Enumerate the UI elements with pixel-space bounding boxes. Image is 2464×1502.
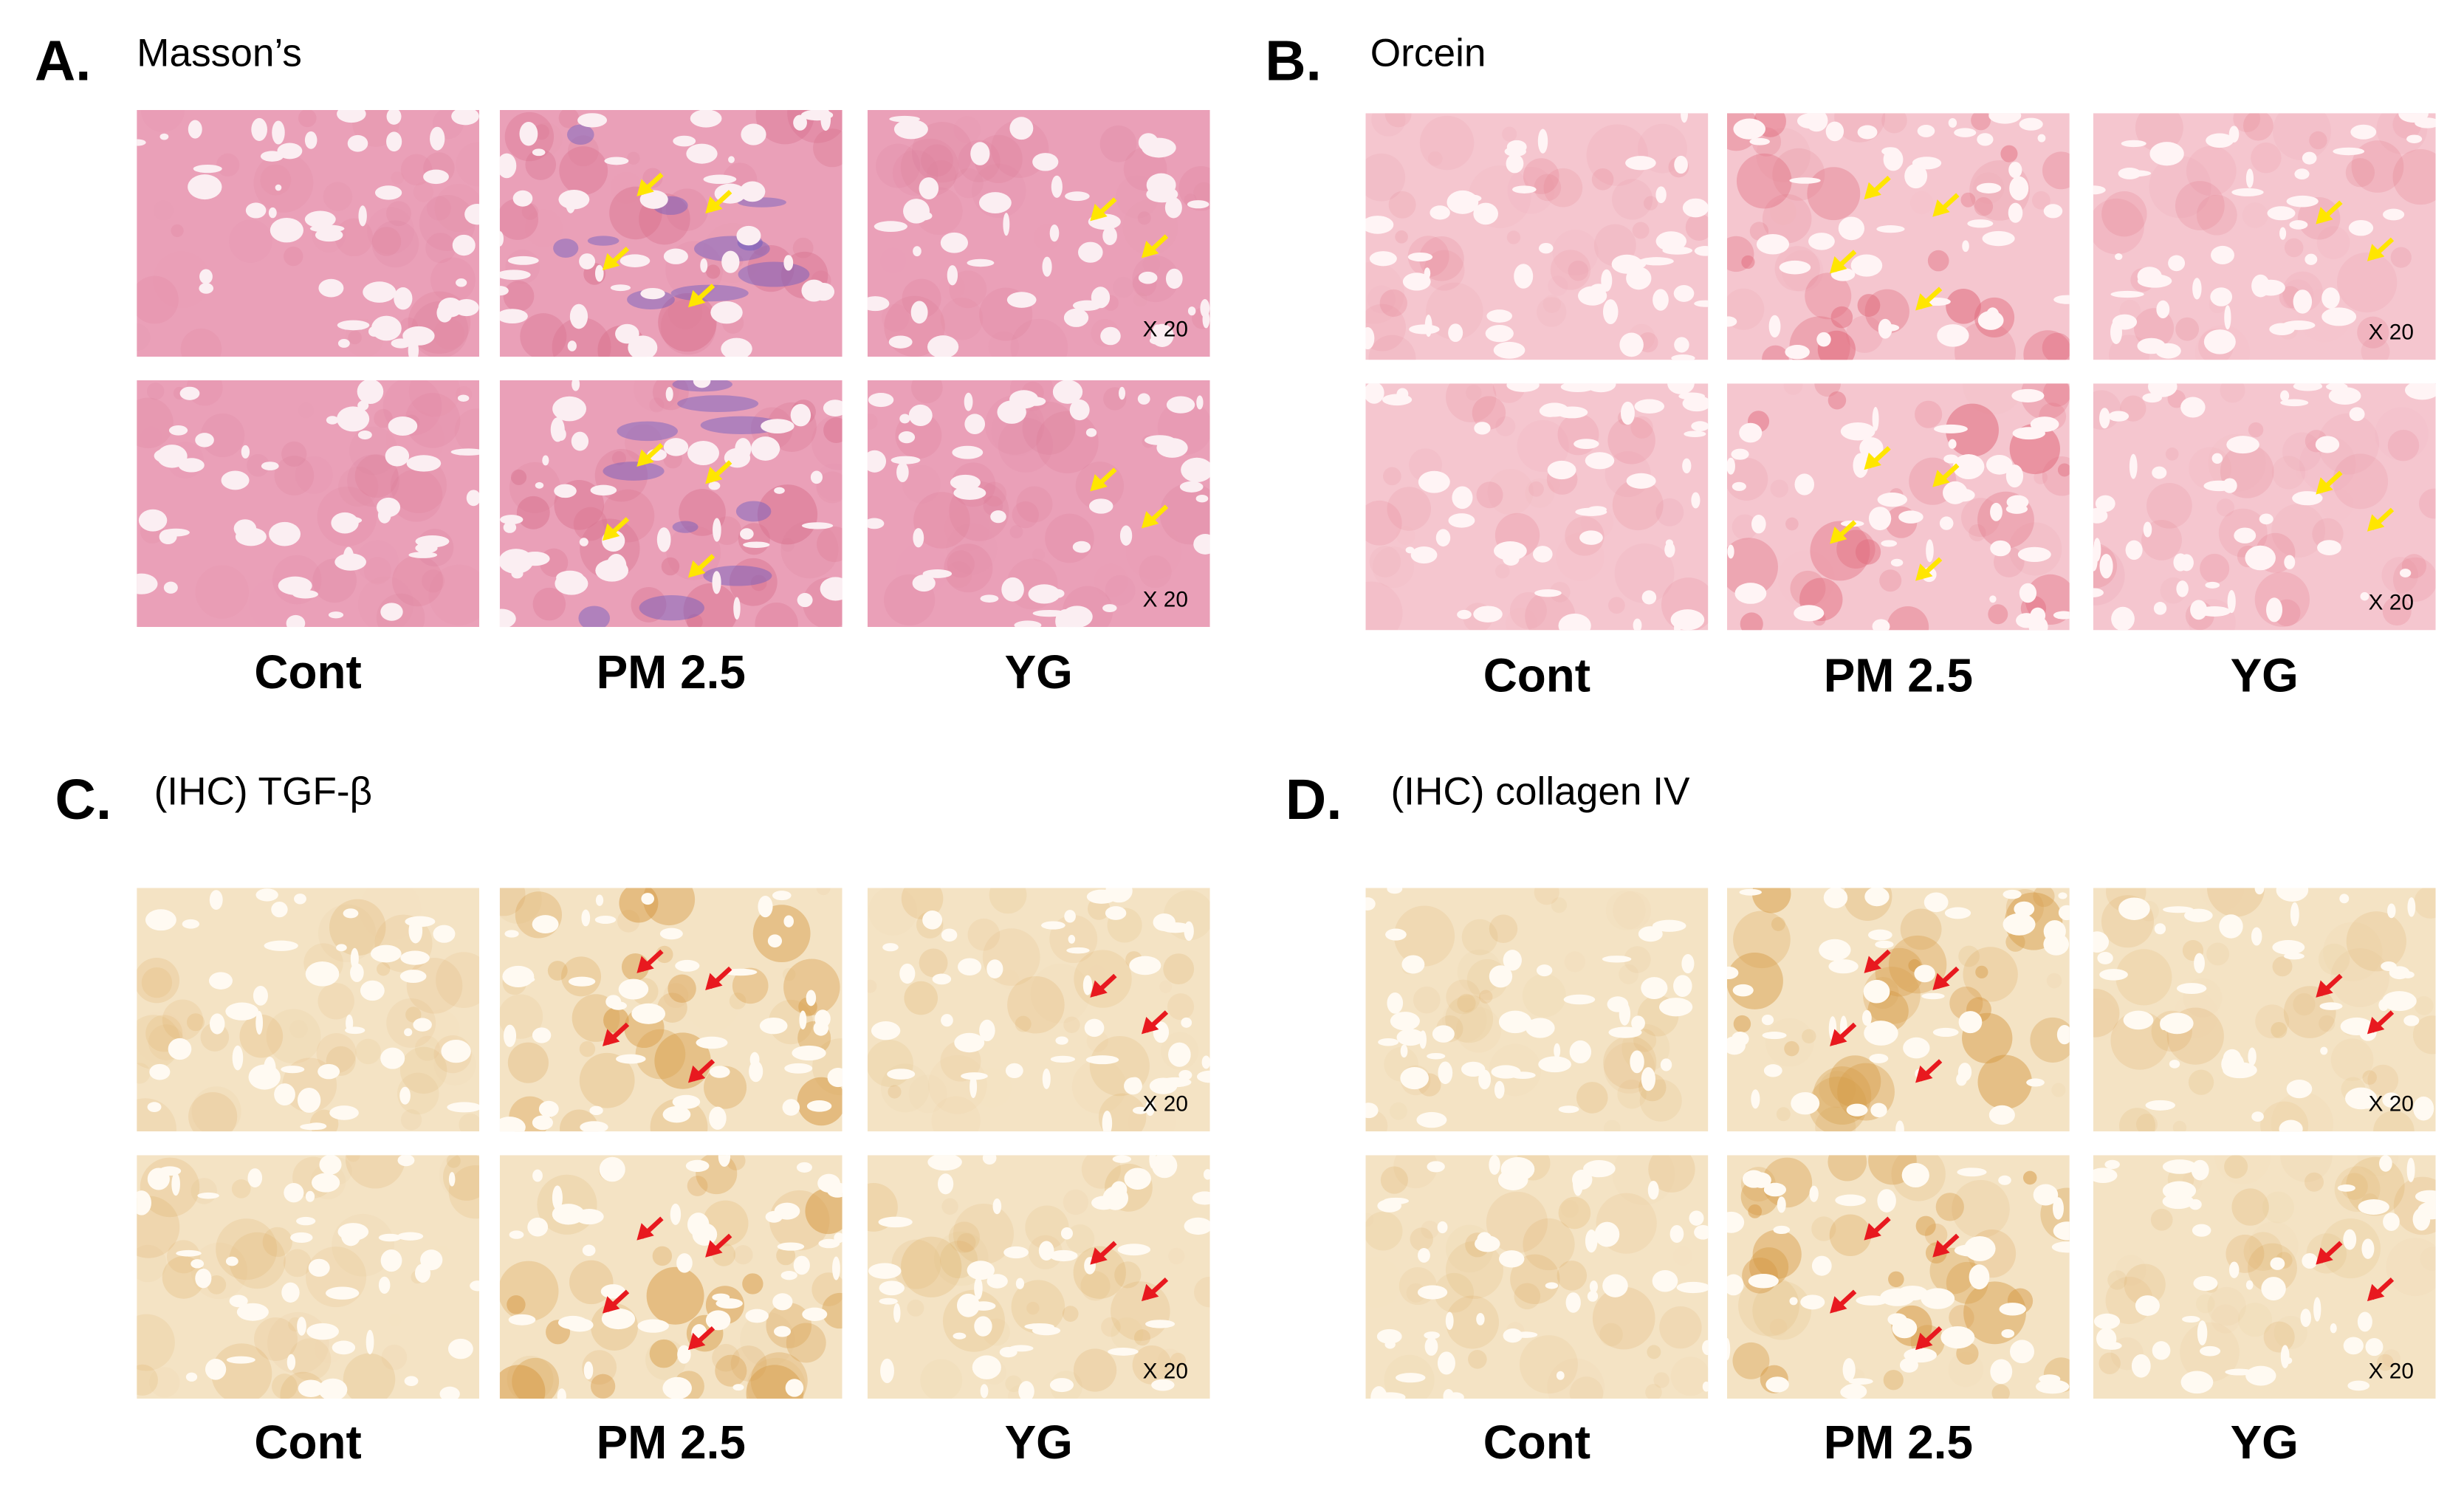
panel-letter: C. <box>55 767 112 831</box>
micrograph <box>1726 113 2070 360</box>
micrograph <box>1726 383 2070 631</box>
tissue-texture <box>137 380 480 628</box>
tissue-texture <box>1365 1155 1709 1399</box>
micrograph <box>499 888 843 1132</box>
micrograph <box>1365 888 1709 1132</box>
column-label: Cont <box>254 647 362 700</box>
magnification-label: X 20 <box>2368 319 2414 345</box>
tissue-texture <box>1365 383 1709 631</box>
micrograph <box>499 380 843 628</box>
micrograph <box>137 109 480 357</box>
panel-letter: D. <box>1285 767 1342 831</box>
panel-letter: B. <box>1265 28 1322 93</box>
micrograph: X 20 <box>867 888 1210 1132</box>
tissue-texture <box>2093 113 2436 360</box>
tissue-texture <box>2093 383 2436 631</box>
micrograph <box>137 888 480 1132</box>
micrograph <box>137 380 480 628</box>
panel-title: Orcein <box>1370 31 1486 76</box>
magnification-label: X 20 <box>2368 1090 2414 1117</box>
micrograph <box>1365 1155 1709 1399</box>
column-label: YG <box>2230 651 2299 703</box>
tissue-texture <box>499 1155 843 1399</box>
micrograph: X 20 <box>2093 888 2436 1132</box>
tissue-texture <box>867 380 1210 628</box>
panel-title: Masson’s <box>137 31 302 76</box>
tissue-texture <box>137 888 480 1132</box>
panel-letter: A. <box>34 28 92 93</box>
tissue-texture <box>137 109 480 357</box>
column-label: PM 2.5 <box>1823 1417 1973 1470</box>
tissue-texture <box>1726 888 2070 1132</box>
column-label: PM 2.5 <box>596 647 746 700</box>
tissue-texture <box>2093 888 2436 1132</box>
tissue-texture <box>2093 1155 2436 1399</box>
tissue-texture <box>1726 1155 2070 1399</box>
magnification-label: X 20 <box>1142 1090 1188 1117</box>
tissue-texture <box>1726 383 2070 631</box>
column-label: Cont <box>1483 1417 1591 1470</box>
micrograph <box>499 1155 843 1399</box>
column-label: PM 2.5 <box>1823 651 1973 703</box>
column-label: YG <box>1004 1417 1073 1470</box>
micrograph <box>1726 888 2070 1132</box>
tissue-texture <box>137 1155 480 1399</box>
micrograph <box>1726 1155 2070 1399</box>
tissue-texture <box>499 888 843 1132</box>
magnification-label: X 20 <box>2368 1357 2414 1383</box>
tissue-texture <box>1365 888 1709 1132</box>
tissue-texture <box>867 1155 1210 1399</box>
column-label: YG <box>1004 647 1073 700</box>
column-label: Cont <box>254 1417 362 1470</box>
magnification-label: X 20 <box>1142 315 1188 341</box>
micrograph <box>1365 383 1709 631</box>
micrograph: X 20 <box>867 109 1210 357</box>
micrograph: X 20 <box>867 1155 1210 1399</box>
tissue-texture <box>1365 113 1709 360</box>
micrograph <box>1365 113 1709 360</box>
tissue-texture <box>499 109 843 357</box>
tissue-texture <box>867 109 1210 357</box>
column-label: Cont <box>1483 651 1591 703</box>
column-label: YG <box>2230 1417 2299 1470</box>
micrograph: X 20 <box>2093 113 2436 360</box>
magnification-label: X 20 <box>1142 586 1188 611</box>
micrograph <box>137 1155 480 1399</box>
magnification-label: X 20 <box>2368 589 2414 615</box>
panel-title: (IHC) TGF-β <box>154 769 373 815</box>
tissue-texture <box>499 380 843 628</box>
micrograph: X 20 <box>867 380 1210 628</box>
tissue-texture <box>1726 113 2070 360</box>
panel-title: (IHC) collagen IV <box>1390 769 1690 815</box>
micrograph <box>499 109 843 357</box>
tissue-texture <box>867 888 1210 1132</box>
magnification-label: X 20 <box>1142 1357 1188 1383</box>
micrograph: X 20 <box>2093 1155 2436 1399</box>
column-label: PM 2.5 <box>596 1417 746 1470</box>
micrograph: X 20 <box>2093 383 2436 631</box>
